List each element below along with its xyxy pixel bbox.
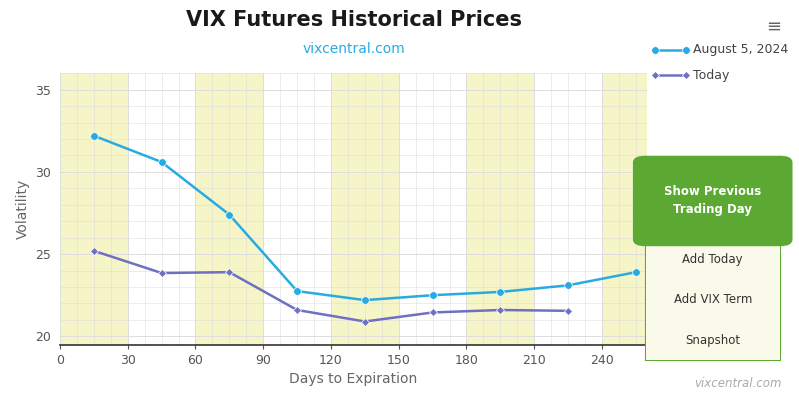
August 5, 2024 bbox=[157, 160, 166, 164]
Today bbox=[563, 308, 573, 313]
August 5, 2024 bbox=[89, 133, 98, 138]
X-axis label: Days to Expiration: Days to Expiration bbox=[289, 372, 418, 386]
Bar bbox=[331, 73, 399, 345]
Today bbox=[157, 270, 166, 275]
Text: VIX Futures Historical Prices: VIX Futures Historical Prices bbox=[185, 10, 522, 30]
Text: ≡: ≡ bbox=[766, 18, 781, 36]
Bar bbox=[60, 73, 128, 345]
Today bbox=[427, 310, 437, 315]
August 5, 2024 bbox=[427, 293, 437, 297]
Text: Snapshot: Snapshot bbox=[686, 334, 740, 347]
Today bbox=[495, 308, 505, 312]
Text: Add VIX Term: Add VIX Term bbox=[674, 293, 752, 307]
Bar bbox=[602, 73, 647, 345]
Today bbox=[292, 308, 302, 312]
Text: Show Previous
Trading Day: Show Previous Trading Day bbox=[664, 185, 761, 217]
August 5, 2024 bbox=[225, 212, 234, 217]
Line: Today: Today bbox=[90, 248, 571, 325]
August 5, 2024 bbox=[495, 289, 505, 294]
Today bbox=[225, 270, 234, 274]
August 5, 2024 bbox=[292, 289, 302, 293]
Bar bbox=[467, 73, 535, 345]
August 5, 2024 bbox=[631, 270, 641, 274]
Y-axis label: Volatility: Volatility bbox=[15, 179, 30, 239]
August 5, 2024 bbox=[360, 298, 370, 303]
August 5, 2024 bbox=[563, 283, 573, 288]
Today bbox=[360, 319, 370, 324]
Text: Today: Today bbox=[693, 69, 729, 82]
Bar bbox=[196, 73, 263, 345]
Today bbox=[89, 248, 98, 253]
Line: August 5, 2024: August 5, 2024 bbox=[90, 132, 640, 304]
Text: August 5, 2024: August 5, 2024 bbox=[693, 43, 788, 56]
Text: vixcentral.com: vixcentral.com bbox=[694, 377, 781, 390]
Text: vixcentral.com: vixcentral.com bbox=[302, 42, 405, 55]
Text: Add Today: Add Today bbox=[682, 253, 743, 266]
